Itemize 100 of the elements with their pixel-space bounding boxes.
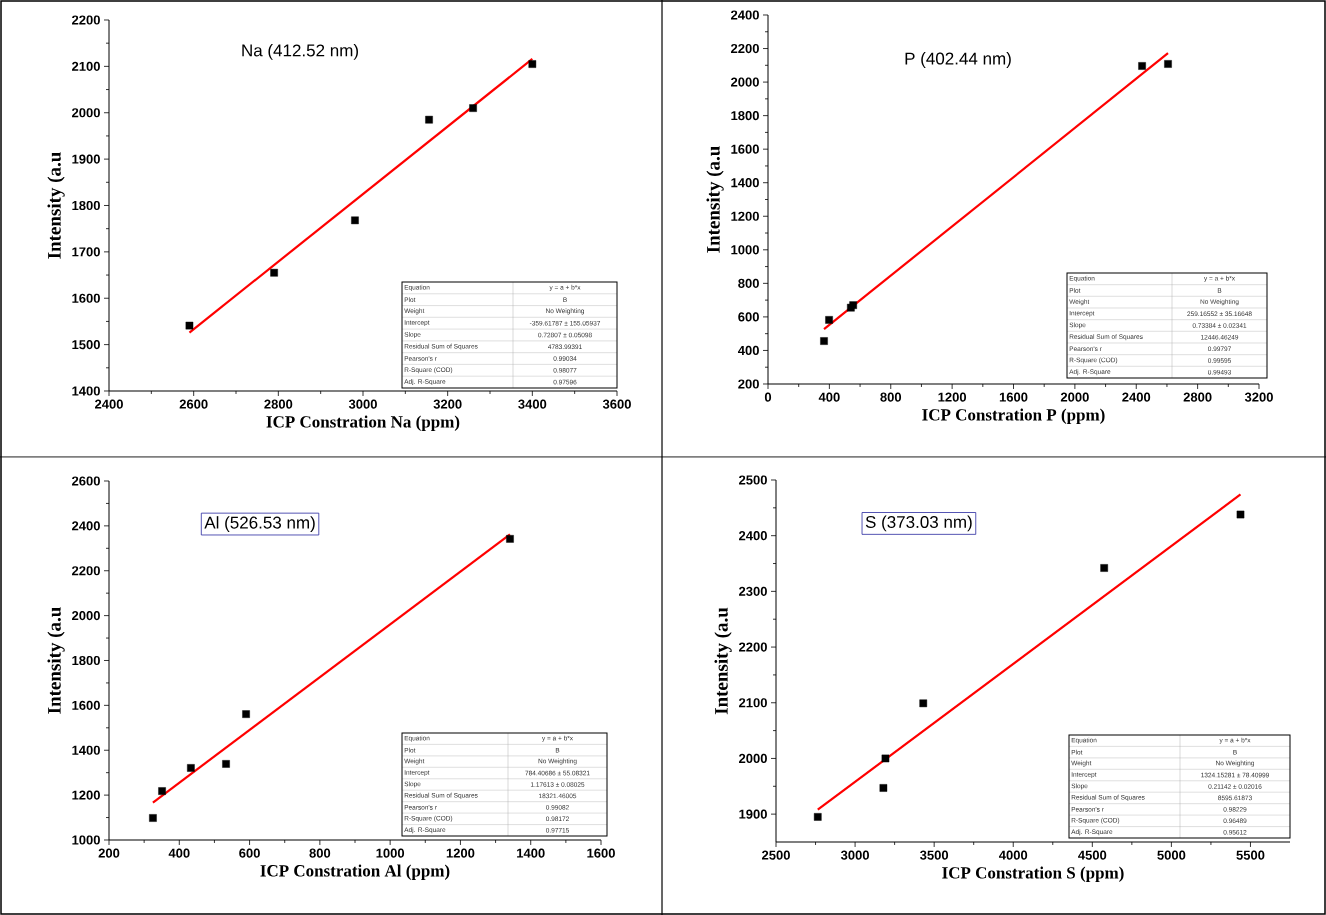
- x-tick-label: 800: [309, 848, 331, 858]
- y-tick-label: 800: [738, 278, 759, 288]
- y-tick-label: 1800: [72, 200, 100, 211]
- point: [881, 754, 890, 763]
- y-tick-label: 200: [738, 379, 759, 389]
- x-tick-label: 200: [98, 848, 120, 858]
- y-tick-label: 1200: [731, 211, 759, 221]
- y-tick-label: 2300: [739, 586, 767, 596]
- point: [187, 764, 195, 772]
- x-tick-label: 1200: [938, 392, 967, 402]
- x-tick-label: 600: [239, 848, 260, 858]
- point: [1138, 62, 1146, 70]
- y-tick-label: 2000: [72, 108, 100, 118]
- x-tick-label: 1600: [999, 392, 1028, 402]
- point: [919, 699, 928, 708]
- y-tick-label: 2200: [731, 43, 759, 54]
- point: [528, 60, 537, 68]
- y-tick-label: 2400: [72, 521, 100, 531]
- y-tick-label: 2400: [731, 10, 759, 20]
- x-tick-label: 2000: [1060, 392, 1089, 402]
- y-tick-label: 2200: [739, 642, 767, 652]
- x-axis-title: ICP Constration Na (ppm): [266, 415, 460, 432]
- x-tick-label: 3000: [348, 399, 377, 409]
- y-tick-label: 1600: [731, 144, 759, 154]
- x-axis-title: ICP Constration P (ppm): [922, 408, 1105, 425]
- y-axis-title: Intensity (a.u: [47, 607, 65, 714]
- x-tick-label: 800: [880, 392, 902, 402]
- y-tick-label: 1800: [731, 111, 759, 121]
- x-tick-label: 3400: [518, 399, 547, 409]
- point: [825, 316, 833, 324]
- x-tick-label: 2500: [762, 850, 790, 860]
- y-axis-title: Intensity (a.u: [47, 152, 65, 259]
- x-tick-label: 2800: [264, 399, 293, 409]
- point: [820, 337, 828, 345]
- x-tick-label: 3000: [840, 850, 869, 860]
- x-tick-label: 5000: [1157, 850, 1186, 860]
- point: [222, 760, 230, 768]
- y-tick-label: 2000: [731, 77, 759, 87]
- x-tick-label: 1400: [517, 848, 545, 858]
- y-tick-label: 2200: [72, 15, 100, 25]
- point: [351, 216, 359, 225]
- x-axis-title: ICP Constration S (ppm): [942, 866, 1124, 883]
- x-tick-label: 1000: [376, 848, 405, 858]
- x-tick-label: 2400: [1122, 392, 1151, 402]
- point: [813, 813, 822, 821]
- point: [270, 268, 278, 277]
- y-tick-label: 1900: [739, 809, 767, 819]
- y-tick-label: 2200: [72, 566, 100, 576]
- y-tick-label: 2000: [739, 753, 767, 764]
- y-tick-label: 1500: [72, 340, 100, 350]
- text: Al (526.53 nm): [204, 516, 315, 532]
- point: [469, 104, 477, 112]
- x-tick-label: 2400: [95, 399, 123, 409]
- x-tick-label: 2800: [1183, 392, 1212, 402]
- y-axis-title: Intensity (a.u: [714, 607, 732, 715]
- point: [242, 710, 250, 718]
- x-tick-label: 400: [818, 392, 840, 402]
- x-tick-label: 1200: [446, 848, 475, 858]
- y-tick-label: 2600: [72, 476, 100, 486]
- point: [879, 784, 888, 792]
- y-tick-label: 2100: [72, 61, 100, 71]
- y-tick-label: 1400: [731, 178, 759, 188]
- x-tick-label: 1600: [587, 848, 615, 858]
- y-tick-label: 1400: [72, 745, 100, 755]
- y-tick-label: 1700: [72, 247, 100, 257]
- point: [1236, 510, 1245, 519]
- y-tick-label: 1800: [72, 655, 100, 666]
- point: [1100, 564, 1108, 572]
- point: [506, 535, 514, 543]
- x-tick-label: 3500: [920, 850, 949, 860]
- point: [425, 115, 433, 124]
- y-tick-label: 400: [737, 345, 759, 356]
- x-axis-title: ICP Constration Al (ppm): [260, 864, 450, 881]
- y-tick-label: 1000: [72, 835, 100, 845]
- y-tick-label: 1600: [72, 700, 100, 710]
- point: [185, 321, 194, 330]
- text: Na (412.52 nm): [242, 43, 358, 60]
- x-tick-label: 3200: [433, 399, 462, 409]
- y-tick-label: 2000: [72, 611, 100, 621]
- y-axis-title: Intensity (a.u: [706, 146, 724, 253]
- x-tick-label: 3200: [1244, 392, 1273, 402]
- y-tick-label: 1600: [72, 293, 100, 303]
- x-tick-label: 4500: [1078, 850, 1107, 860]
- x-tick-label: 3600: [602, 399, 631, 409]
- y-tick-label: 2500: [739, 475, 767, 485]
- x-tick-label: 4000: [998, 850, 1028, 860]
- y-tick-label: 1900: [72, 154, 100, 164]
- y-tick-label: 600: [738, 312, 759, 322]
- point: [149, 814, 157, 822]
- x-tick-label: 400: [168, 848, 190, 858]
- y-tick-label: 1000: [731, 245, 759, 255]
- y-tick-label: 1200: [72, 790, 100, 800]
- point: [158, 787, 166, 795]
- text: P (402.44 nm): [905, 52, 1011, 68]
- x-tick-label: 0: [764, 392, 772, 402]
- x-tick-label: 2600: [179, 399, 208, 409]
- x-tick-label: 5500: [1236, 850, 1265, 860]
- y-tick-label: 2100: [739, 698, 767, 708]
- text: S (373.03 nm): [865, 515, 972, 532]
- point: [1164, 60, 1172, 68]
